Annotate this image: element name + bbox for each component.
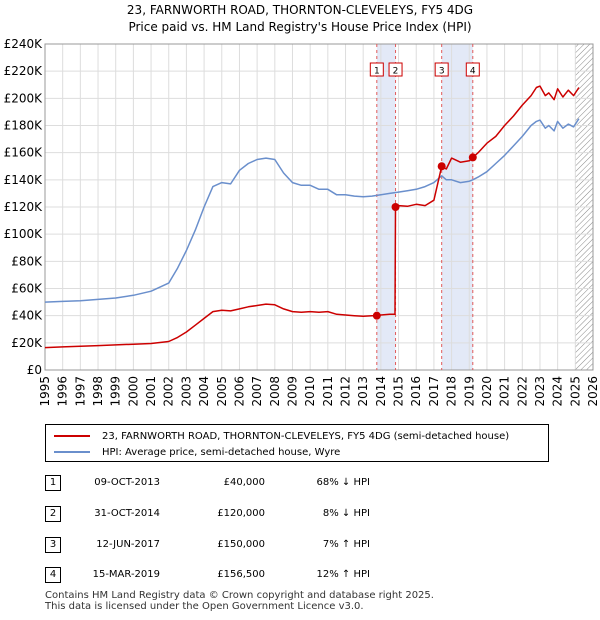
legend-line-red [54, 435, 90, 437]
chart-subtitle: Price paid vs. HM Land Registry's House … [128, 20, 471, 34]
x-tick-label: 2024 [551, 376, 565, 407]
x-tick-label: 2016 [409, 376, 423, 407]
sale-marker-box [388, 62, 403, 77]
sale-point [391, 203, 400, 211]
x-tick-label: 2000 [126, 376, 140, 407]
sale-date: 15-MAR-2019 [92, 569, 160, 580]
legend-item-property: 23, FARNWORTH ROAD, THORNTON-CLEVELEYS, … [54, 429, 509, 443]
sale-row: 4 15-MAR-2019 £156,500 12% ↑ HPI [0, 567, 600, 587]
sale-marker-label: 1 [369, 62, 384, 77]
y-tick-label: £100K [4, 227, 44, 241]
x-tick-label: 1998 [91, 376, 105, 407]
x-tick-label: 2013 [356, 376, 370, 407]
x-tick-label: 2011 [321, 376, 335, 407]
x-tick-label: 1995 [38, 376, 52, 407]
legend-item-hpi: HPI: Average price, semi-detached house,… [54, 445, 340, 459]
sale-marker-number: 3 [439, 67, 445, 77]
sale-price: £156,500 [217, 569, 265, 580]
price-chart: 23, FARNWORTH ROAD, THORNTON-CLEVELEYS, … [4, 3, 600, 407]
sale-marker-label: 4 [465, 62, 480, 77]
sale-marker-box [434, 62, 449, 77]
sale-number-badge: 3 [45, 537, 61, 553]
sale-marker-box [465, 62, 480, 77]
sale-marker-number: 4 [470, 67, 476, 77]
y-tick-label: £180K [4, 119, 44, 133]
sale-date: 31-OCT-2014 [94, 508, 160, 519]
legend-line-blue [54, 451, 90, 453]
x-tick-label: 2018 [445, 376, 459, 407]
x-tick-label: 2001 [144, 376, 158, 407]
hpi-series-line [44, 118, 580, 303]
x-tick-label: 2009 [285, 376, 299, 407]
sale-hpi-diff: 8% ↓ HPI [322, 508, 370, 519]
sale-number-badge: 1 [45, 475, 61, 491]
x-tick-label: 2025 [568, 376, 582, 407]
y-tick-label: £160K [4, 146, 44, 160]
y-tick-label: £200K [4, 91, 44, 105]
plot-frame [44, 43, 594, 371]
y-tick-label: £40K [11, 309, 43, 323]
sale-price: £150,000 [217, 539, 265, 550]
sale-marker-label: 3 [434, 62, 449, 77]
footer-notice: Contains HM Land Registry data © Crown c… [45, 590, 434, 612]
x-tick-label: 1997 [73, 376, 87, 407]
legend-label-hpi: HPI: Average price, semi-detached house,… [102, 446, 341, 458]
x-tick-label: 2014 [374, 376, 388, 407]
x-tick-label: 2005 [215, 376, 229, 407]
x-tick-label: 2008 [268, 376, 282, 407]
sale-marker-number: 2 [393, 67, 399, 77]
chart-legend: 23, FARNWORTH ROAD, THORNTON-CLEVELEYS, … [45, 424, 549, 462]
sale-marker-label: 2 [388, 62, 403, 77]
y-tick-label: £80K [11, 254, 43, 268]
sale-price: £40,000 [223, 477, 265, 488]
sale-row: 2 31-OCT-2014 £120,000 8% ↓ HPI [0, 506, 600, 526]
y-tick-label: £120K [4, 200, 44, 214]
sale-row: 1 09-OCT-2013 £40,000 68% ↓ HPI [0, 475, 600, 495]
sale-point [372, 311, 381, 320]
x-tick-label: 2002 [162, 376, 176, 407]
x-tick-label: 2023 [533, 376, 547, 407]
sale-point [468, 153, 477, 162]
x-tick-label: 2010 [303, 376, 317, 407]
sale-number-badge: 4 [45, 567, 61, 583]
footer-license: This data is licensed under the Open Gov… [45, 601, 364, 612]
x-tick-label: 2026 [586, 376, 600, 407]
footer-copyright: Contains HM Land Registry data © Crown c… [45, 590, 434, 601]
y-tick-label: £60K [11, 282, 43, 296]
sale-number-badge: 2 [45, 506, 61, 522]
chart-title: 23, FARNWORTH ROAD, THORNTON-CLEVELEYS, … [127, 3, 473, 17]
y-tick-label: £220K [4, 64, 44, 78]
sale-hpi-diff: 7% ↑ HPI [322, 539, 370, 550]
x-tick-label: 2007 [250, 376, 264, 407]
x-tick-label: 2015 [392, 376, 406, 407]
sale-date: 09-OCT-2013 [94, 477, 160, 488]
x-tick-label: 2020 [480, 376, 494, 407]
sale-hpi-diff: 68% ↓ HPI [316, 477, 370, 488]
sale-price: £120,000 [217, 508, 265, 519]
y-tick-label: £0 [27, 363, 42, 377]
sale-date: 12-JUN-2017 [96, 539, 160, 550]
sale-row: 3 12-JUN-2017 £150,000 7% ↑ HPI [0, 537, 600, 557]
sale-hpi-diff: 12% ↑ HPI [316, 569, 370, 580]
x-tick-label: 2003 [179, 376, 193, 407]
sale-marker-box [369, 62, 384, 77]
x-tick-label: 2012 [339, 376, 353, 407]
legend-label-property: 23, FARNWORTH ROAD, THORNTON-CLEVELEYS, … [102, 430, 510, 442]
x-tick-label: 1999 [109, 376, 123, 407]
y-tick-label: £140K [4, 173, 44, 187]
x-tick-label: 2019 [462, 376, 476, 407]
x-tick-label: 2004 [197, 376, 211, 407]
sale-point [437, 162, 446, 171]
sale-marker-number: 1 [374, 67, 380, 77]
x-tick-label: 2022 [515, 376, 529, 407]
x-tick-label: 2006 [232, 376, 246, 407]
x-tick-label: 2021 [498, 376, 512, 407]
y-tick-label: £20K [11, 336, 43, 350]
x-tick-label: 2017 [427, 376, 441, 407]
x-tick-label: 1996 [56, 376, 70, 407]
y-tick-label: £240K [4, 37, 44, 51]
